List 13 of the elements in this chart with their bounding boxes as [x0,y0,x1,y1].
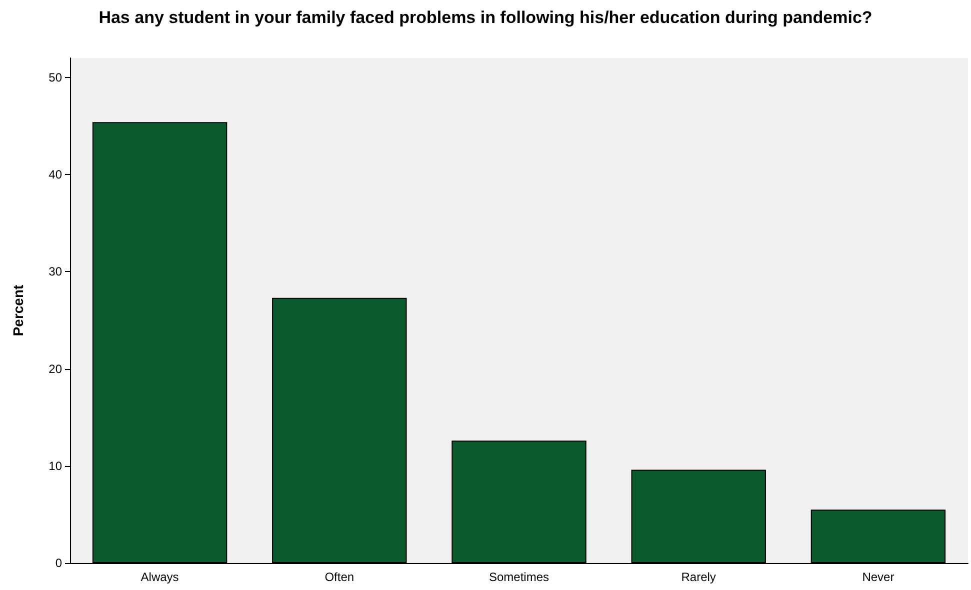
y-tick-label: 10 [48,458,62,473]
x-tick-label: Never [862,570,894,584]
x-tick-label: Always [140,570,179,584]
y-tick-label: 50 [48,70,62,84]
x-tick-label: Rarely [681,570,716,584]
y-tick-label: 30 [48,264,62,279]
x-tick-label: Sometimes [488,570,550,584]
y-tick-label: 0 [55,556,62,570]
y-tick-label: 20 [48,362,62,376]
y-tick-label: 40 [48,168,62,182]
x-tick-label: Often [324,570,354,584]
chart-title: Has any student in your family faced problems in following his/her education during pandemic? [98,8,872,27]
y-axis-title: Percent [10,284,26,336]
